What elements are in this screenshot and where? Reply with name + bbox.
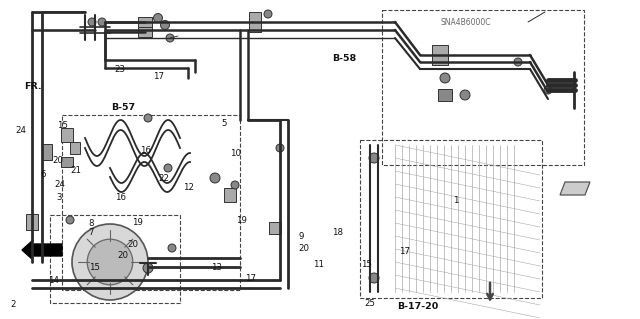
Text: 8: 8 bbox=[89, 219, 94, 228]
Text: 20: 20 bbox=[52, 156, 63, 165]
Text: 9: 9 bbox=[298, 232, 303, 241]
Text: SNA4B6000C: SNA4B6000C bbox=[441, 19, 491, 27]
Bar bbox=[138, 17, 152, 27]
Circle shape bbox=[369, 153, 379, 163]
Bar bbox=[70, 142, 80, 154]
Text: 24: 24 bbox=[15, 126, 27, 135]
Text: 7: 7 bbox=[89, 228, 94, 237]
Circle shape bbox=[460, 90, 470, 100]
Bar bbox=[61, 157, 73, 167]
Circle shape bbox=[440, 73, 450, 83]
Bar bbox=[360, 140, 542, 298]
Text: FR.: FR. bbox=[24, 82, 42, 91]
Text: 2: 2 bbox=[10, 300, 15, 309]
Bar bbox=[224, 188, 236, 202]
Text: B-57: B-57 bbox=[111, 103, 135, 112]
Circle shape bbox=[98, 18, 106, 26]
Bar bbox=[269, 222, 281, 234]
Text: 22: 22 bbox=[158, 174, 170, 182]
Circle shape bbox=[166, 34, 174, 42]
Circle shape bbox=[88, 18, 96, 26]
Circle shape bbox=[66, 216, 74, 224]
Text: 15: 15 bbox=[89, 263, 100, 272]
Circle shape bbox=[276, 144, 284, 152]
Bar bbox=[249, 12, 261, 32]
Text: 14: 14 bbox=[47, 276, 59, 285]
Text: 17: 17 bbox=[245, 274, 257, 283]
Text: 13: 13 bbox=[211, 263, 222, 272]
Circle shape bbox=[143, 263, 153, 273]
Circle shape bbox=[514, 58, 522, 66]
Circle shape bbox=[231, 181, 239, 189]
Text: B-17-20: B-17-20 bbox=[397, 302, 438, 311]
Circle shape bbox=[154, 13, 163, 23]
Bar bbox=[138, 27, 152, 37]
Bar bbox=[382, 10, 584, 165]
Circle shape bbox=[87, 239, 133, 285]
Text: 17: 17 bbox=[399, 247, 410, 256]
Text: 23: 23 bbox=[115, 65, 126, 74]
Text: 15: 15 bbox=[57, 121, 68, 130]
Text: 19: 19 bbox=[132, 218, 143, 227]
Bar bbox=[432, 45, 448, 65]
Text: 16: 16 bbox=[140, 146, 152, 155]
Text: 16: 16 bbox=[115, 193, 126, 202]
Text: 11: 11 bbox=[313, 260, 324, 269]
Bar bbox=[62, 115, 240, 290]
Text: 20: 20 bbox=[298, 244, 310, 253]
Bar bbox=[42, 144, 52, 160]
Text: 18: 18 bbox=[332, 228, 344, 237]
Circle shape bbox=[72, 224, 148, 300]
Bar bbox=[61, 128, 73, 142]
Circle shape bbox=[144, 114, 152, 122]
Circle shape bbox=[164, 164, 172, 172]
Text: 17: 17 bbox=[153, 72, 164, 81]
Circle shape bbox=[210, 173, 220, 183]
Text: 20: 20 bbox=[127, 241, 139, 249]
Polygon shape bbox=[560, 182, 590, 195]
Text: 19: 19 bbox=[237, 216, 247, 225]
Bar bbox=[50, 215, 180, 303]
Text: 6: 6 bbox=[41, 170, 46, 179]
Text: 20: 20 bbox=[117, 251, 129, 260]
FancyArrow shape bbox=[22, 241, 62, 259]
Bar bbox=[26, 214, 38, 230]
Text: 12: 12 bbox=[183, 183, 195, 192]
Text: 15: 15 bbox=[360, 260, 372, 269]
Circle shape bbox=[264, 10, 272, 18]
Text: B-58: B-58 bbox=[332, 54, 356, 63]
Text: 3: 3 bbox=[57, 193, 62, 202]
Circle shape bbox=[161, 20, 170, 29]
Text: 1: 1 bbox=[453, 196, 458, 205]
Circle shape bbox=[369, 273, 379, 283]
Text: 24: 24 bbox=[54, 180, 65, 189]
Text: 10: 10 bbox=[230, 149, 241, 158]
Text: 21: 21 bbox=[70, 166, 81, 175]
Text: 5: 5 bbox=[221, 119, 227, 128]
Text: 25: 25 bbox=[364, 299, 376, 308]
Bar bbox=[438, 89, 452, 101]
Circle shape bbox=[544, 86, 552, 94]
Circle shape bbox=[168, 244, 176, 252]
